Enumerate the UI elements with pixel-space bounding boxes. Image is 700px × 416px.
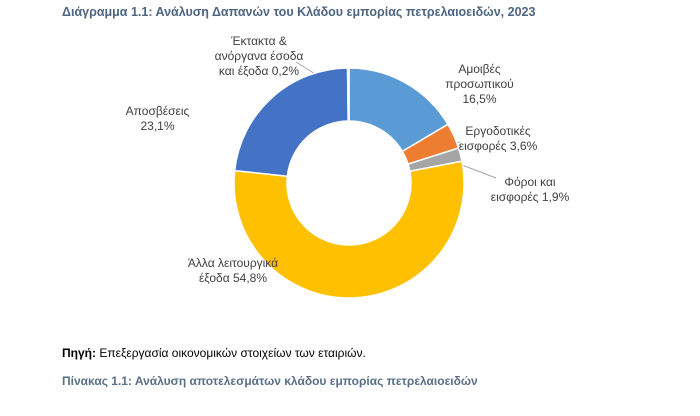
value-label: 54,8% [233,271,268,285]
value-label: 1,9% [541,190,570,204]
category-label: Εργοδοτικές εισφορές [458,124,531,153]
leader-line [461,164,497,179]
category-label: Αποσβέσεις [125,104,190,118]
table-caption: Πίνακας 1.1: Ανάλυση αποτελεσμάτων κλάδο… [62,374,478,388]
value-label: 3,6% [509,139,538,153]
value-label: 0,2% [271,64,300,78]
category-label: Φόροι και εισφορές [490,175,556,204]
donut-slice [346,67,350,122]
slice-label: Φόροι και εισφορές 1,9% [480,175,580,205]
value-label: 16,5% [462,92,497,106]
category-label: Αμοιβές προσωπικού [445,62,514,91]
donut-slice [233,67,349,178]
slice-label: Αποσβέσεις 23,1% [110,104,205,134]
slice-label: Άλλα λειτουργικά έξοδα 54,8% [178,256,288,286]
source-note: Πηγή: Επεξεργασία οικονομικών στοιχείων … [62,346,366,360]
category-label: Έκτακτα & ανόργανα έσοδα και έξοδα [214,34,304,78]
source-text: Επεξεργασία οικονομικών στοιχείων των ετ… [99,346,366,360]
slice-label: Έκτακτα & ανόργανα έσοδα και έξοδα 0,2% [214,34,304,79]
slice-label: Αμοιβές προσωπικού 16,5% [432,62,527,107]
category-label: Άλλα λειτουργικά έξοδα [187,256,279,285]
donut-slice [233,160,465,299]
value-label: 23,1% [140,119,175,133]
chart-title: Διάγραμμα 1.1: Ανάλυση Δαπανών του Κλάδο… [62,5,536,19]
slice-label: Εργοδοτικές εισφορές 3,6% [448,124,548,154]
source-label: Πηγή: [62,346,96,360]
